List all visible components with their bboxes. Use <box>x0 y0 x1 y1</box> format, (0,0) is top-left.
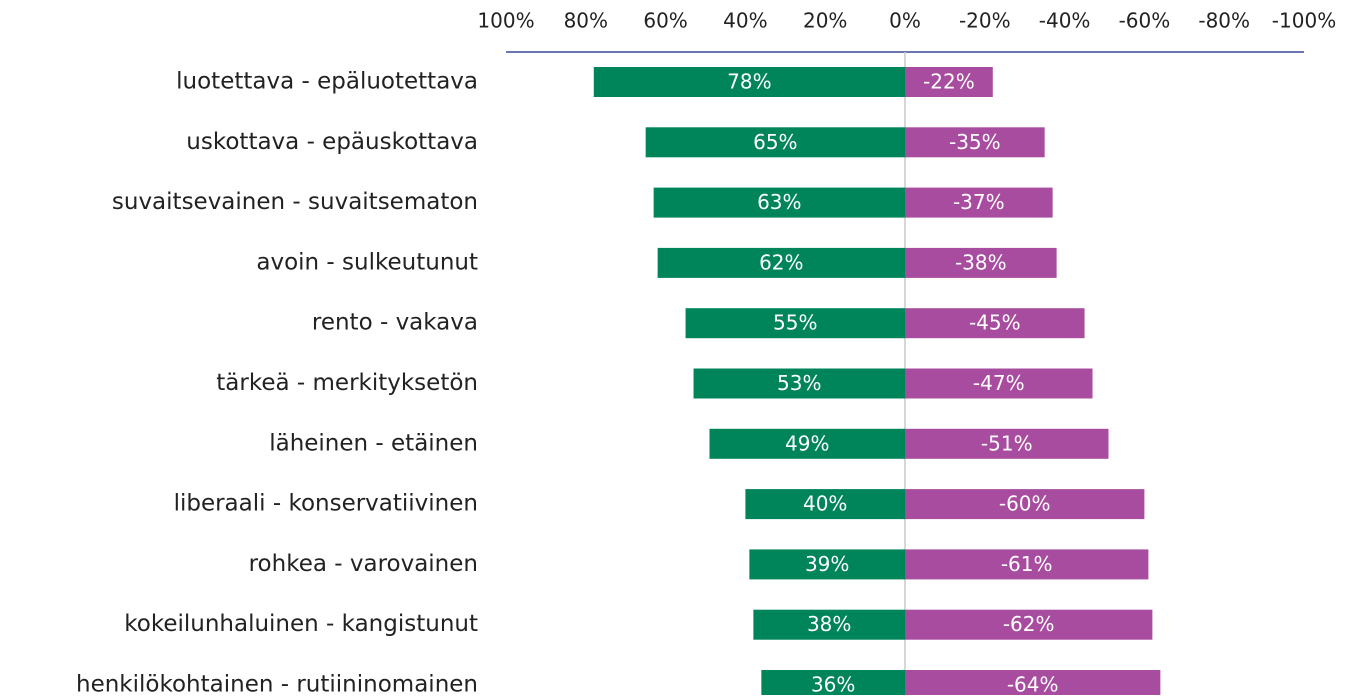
value-label: -61% <box>1001 552 1053 576</box>
category-label: luotettava - epäluotettava <box>176 69 478 95</box>
category-label: tärkeä - merkityksetön <box>216 370 478 396</box>
value-label: 62% <box>759 250 803 274</box>
bar <box>761 670 905 699</box>
category-label: läheinen - etäinen <box>269 430 478 456</box>
value-label: 65% <box>753 130 797 154</box>
bar <box>685 308 905 339</box>
bar <box>905 247 1057 278</box>
bar <box>753 609 905 640</box>
bar <box>905 489 1145 520</box>
value-label: -37% <box>953 190 1005 214</box>
x-tick-label: 60% <box>643 9 687 33</box>
bar <box>749 549 905 580</box>
x-tick-label: -60% <box>1119 9 1171 33</box>
x-tick-label: -40% <box>1039 9 1091 33</box>
value-label: -47% <box>973 371 1025 395</box>
x-tick-label: -100% <box>1272 9 1336 33</box>
value-label: 38% <box>807 612 851 636</box>
value-label: 78% <box>727 70 771 94</box>
category-label: avoin - sulkeutunut <box>256 249 478 275</box>
bar <box>653 187 905 218</box>
x-tick-label: 0% <box>889 9 921 33</box>
value-label: 36% <box>811 673 855 696</box>
value-label: -35% <box>949 130 1001 154</box>
value-label: -51% <box>981 431 1033 455</box>
x-tick-label: 80% <box>564 9 608 33</box>
bar <box>645 127 905 158</box>
x-tick-label: 20% <box>803 9 847 33</box>
bar <box>905 308 1085 339</box>
bar <box>657 247 905 278</box>
bar <box>905 609 1153 640</box>
bar <box>905 187 1053 218</box>
category-label: rohkea - varovainen <box>249 551 478 577</box>
x-tick-label: -20% <box>959 9 1011 33</box>
x-tick-label: -80% <box>1198 9 1250 33</box>
value-label: 55% <box>773 311 817 335</box>
bar <box>905 127 1045 158</box>
bar <box>693 368 905 399</box>
value-label: 40% <box>803 492 847 516</box>
x-tick-label: 100% <box>477 9 534 33</box>
category-label: rento - vakava <box>312 310 478 336</box>
bar <box>709 428 905 459</box>
value-label: -22% <box>923 70 975 94</box>
bar <box>905 428 1109 459</box>
bar <box>593 67 905 97</box>
value-label: 63% <box>757 190 801 214</box>
value-label: -64% <box>1007 673 1059 696</box>
category-label: uskottava - epäuskottava <box>186 129 478 155</box>
value-label: -45% <box>969 311 1021 335</box>
bar <box>905 549 1149 580</box>
bar <box>905 670 1161 699</box>
bar <box>905 368 1093 399</box>
x-tick-label: 40% <box>723 9 767 33</box>
value-label: -38% <box>955 250 1007 274</box>
category-label: henkilökohtainen - rutiininomainen <box>76 672 478 696</box>
value-label: 49% <box>785 431 829 455</box>
value-label: 39% <box>805 552 849 576</box>
category-label: liberaali - konservatiivinen <box>174 491 478 517</box>
value-label: 53% <box>777 371 821 395</box>
value-label: -60% <box>999 492 1051 516</box>
category-label: kokeilunhaluinen - kangistunut <box>124 611 478 637</box>
value-label: -62% <box>1003 612 1055 636</box>
bar <box>745 489 905 520</box>
bar <box>905 67 993 97</box>
category-label: suvaitsevainen - suvaitsematon <box>112 189 478 215</box>
